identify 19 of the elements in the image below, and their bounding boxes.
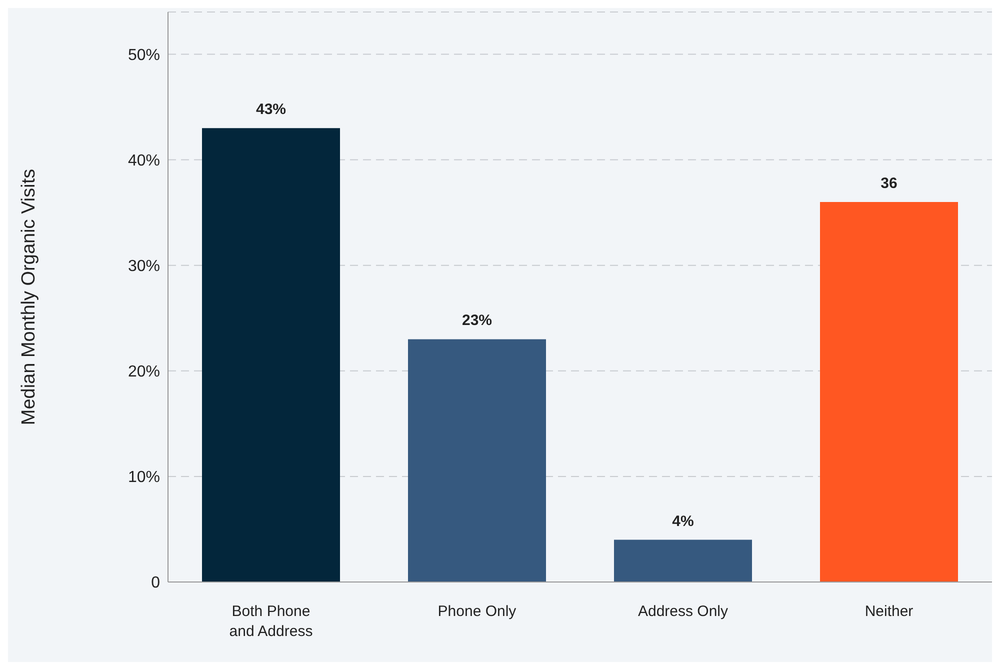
y-tick-label: 30%	[128, 258, 160, 276]
bar	[202, 128, 340, 582]
data-label: 43%	[256, 101, 286, 118]
bar	[820, 202, 958, 582]
y-tick-label: 0	[151, 574, 160, 592]
x-tick-label: Phone Only	[438, 603, 517, 620]
bar	[614, 540, 752, 582]
y-tick-label: 40%	[128, 152, 160, 170]
y-tick-label: 10%	[128, 469, 160, 486]
y-tick-label: 20%	[128, 364, 160, 381]
data-label: 36	[880, 175, 898, 192]
x-tick-label: Neither	[864, 603, 914, 620]
bar	[408, 339, 546, 582]
x-tick-label: Address Only	[638, 603, 729, 620]
data-label: 4%	[672, 512, 694, 530]
y-tick-label: 50%	[128, 46, 160, 64]
x-tick-label: Both Phone and Address	[229, 603, 313, 640]
data-label: 23%	[462, 312, 492, 330]
y-axis-title: Median Monthly Organic Visits	[18, 168, 40, 426]
